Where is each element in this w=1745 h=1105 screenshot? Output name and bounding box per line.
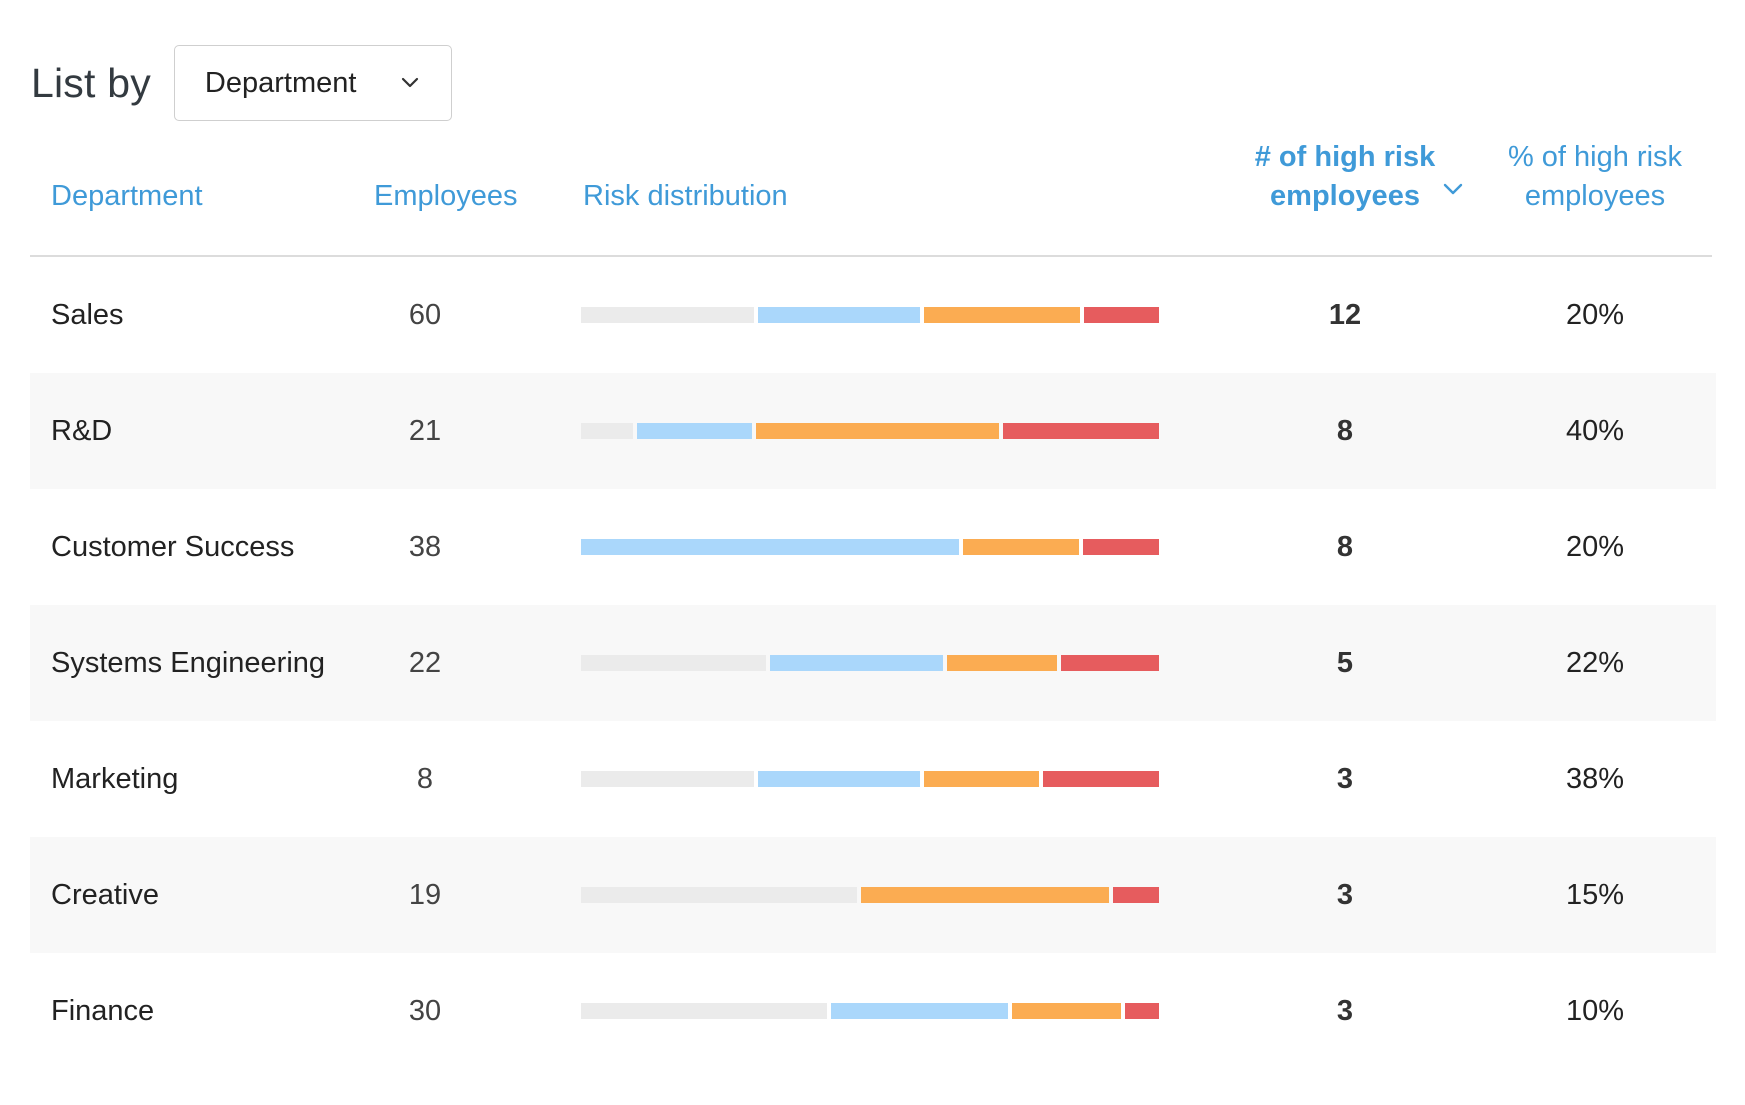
- high-risk-percentage: 20%: [1565, 299, 1625, 331]
- high-risk-count: 5: [1336, 647, 1354, 679]
- risk-segment-none: [581, 1003, 827, 1019]
- risk-distribution-bar: [581, 539, 1159, 555]
- risk-segment-high: [1043, 771, 1159, 787]
- department-name: Customer Success: [51, 531, 295, 563]
- risk-segment-medium: [1012, 1003, 1121, 1019]
- risk-distribution-bar: [581, 423, 1159, 439]
- table-row[interactable]: Systems Engineering 22 5 22%: [30, 605, 1716, 721]
- employee-count: 8: [416, 763, 434, 795]
- chevron-down-icon: [399, 72, 421, 94]
- employee-count: 22: [408, 647, 442, 679]
- risk-segment-none: [581, 887, 858, 903]
- risk-segment-medium: [963, 539, 1080, 555]
- risk-segment-low: [830, 1003, 1009, 1019]
- risk-segment-high: [1083, 539, 1159, 555]
- risk-distribution-bar: [581, 771, 1159, 787]
- table-row[interactable]: Marketing 8 3 38%: [30, 721, 1716, 837]
- list-by-label: List by: [31, 59, 151, 106]
- risk-segment-none: [581, 423, 633, 439]
- department-name: Creative: [51, 879, 159, 911]
- table-row[interactable]: Creative 19 3 15%: [30, 837, 1716, 953]
- high-risk-percentage: 10%: [1565, 995, 1625, 1027]
- employee-count: 19: [408, 879, 442, 911]
- risk-segment-high: [1124, 1003, 1159, 1019]
- column-header-high-risk-pct[interactable]: % of high risk employees: [1507, 141, 1683, 212]
- risk-distribution-bar: [581, 655, 1159, 671]
- high-risk-count: 8: [1336, 415, 1354, 447]
- employee-count: 21: [408, 415, 442, 447]
- employee-count: 60: [408, 299, 442, 331]
- department-name: Finance: [51, 995, 155, 1027]
- column-header-employees[interactable]: Employees: [374, 180, 518, 212]
- high-risk-count: 12: [1328, 299, 1362, 331]
- risk-segment-low: [769, 655, 944, 671]
- risk-segment-medium: [861, 887, 1109, 903]
- list-by-selected-value: Department: [204, 66, 357, 99]
- employee-count: 30: [408, 995, 442, 1027]
- risk-segment-high: [1060, 655, 1159, 671]
- table-row[interactable]: Sales 60 12 20%: [30, 257, 1716, 373]
- risk-segment-high: [1112, 887, 1159, 903]
- sort-descending-icon[interactable]: [1442, 172, 1464, 195]
- table-body: Sales 60 12 20% R&D 21 8 40% Customer Success 38 8…: [30, 257, 1716, 1069]
- high-risk-percentage: 40%: [1565, 415, 1625, 447]
- column-header-high-risk-count-label: # of high risk employees: [1254, 141, 1436, 212]
- risk-segment-medium: [923, 771, 1040, 787]
- department-name: Marketing: [51, 763, 179, 795]
- department-name: R&D: [51, 415, 113, 447]
- risk-segment-medium: [756, 423, 1000, 439]
- list-by-control: List by Department: [31, 44, 452, 122]
- employee-count: 38: [408, 531, 442, 563]
- table-row[interactable]: R&D 21 8 40%: [30, 373, 1716, 489]
- high-risk-count: 3: [1336, 763, 1354, 795]
- risk-segment-none: [581, 771, 755, 787]
- high-risk-percentage: 20%: [1565, 531, 1625, 563]
- risk-distribution-bar: [581, 887, 1159, 903]
- risk-segment-low: [636, 423, 753, 439]
- risk-segment-high: [1003, 423, 1159, 439]
- risk-segment-low: [758, 771, 920, 787]
- column-header-risk-distribution[interactable]: Risk distribution: [583, 180, 788, 212]
- department-name: Systems Engineering: [51, 647, 326, 679]
- risk-distribution-bar: [581, 307, 1159, 323]
- risk-distribution-bar: [581, 1003, 1159, 1019]
- column-header-high-risk-count[interactable]: # of high risk employees: [1210, 138, 1480, 216]
- list-by-dropdown[interactable]: Department: [173, 45, 452, 121]
- high-risk-percentage: 38%: [1565, 763, 1625, 795]
- department-name: Sales: [51, 299, 124, 331]
- risk-segment-none: [581, 307, 755, 323]
- table-row[interactable]: Customer Success 38 8 20%: [30, 489, 1716, 605]
- high-risk-percentage: 15%: [1565, 879, 1625, 911]
- high-risk-percentage: 22%: [1565, 647, 1625, 679]
- high-risk-count: 3: [1336, 995, 1354, 1027]
- risk-segment-none: [581, 655, 766, 671]
- risk-segment-high: [1083, 307, 1159, 323]
- risk-segment-low: [581, 539, 960, 555]
- column-header-department[interactable]: Department: [51, 180, 203, 212]
- risk-segment-medium: [947, 655, 1057, 671]
- high-risk-count: 3: [1336, 879, 1354, 911]
- risk-segment-low: [758, 307, 920, 323]
- table-row[interactable]: Finance 30 3 10%: [30, 953, 1716, 1069]
- high-risk-count: 8: [1336, 531, 1354, 563]
- risk-segment-medium: [923, 307, 1080, 323]
- table-header: Department Employees Risk distribution #…: [30, 135, 1712, 257]
